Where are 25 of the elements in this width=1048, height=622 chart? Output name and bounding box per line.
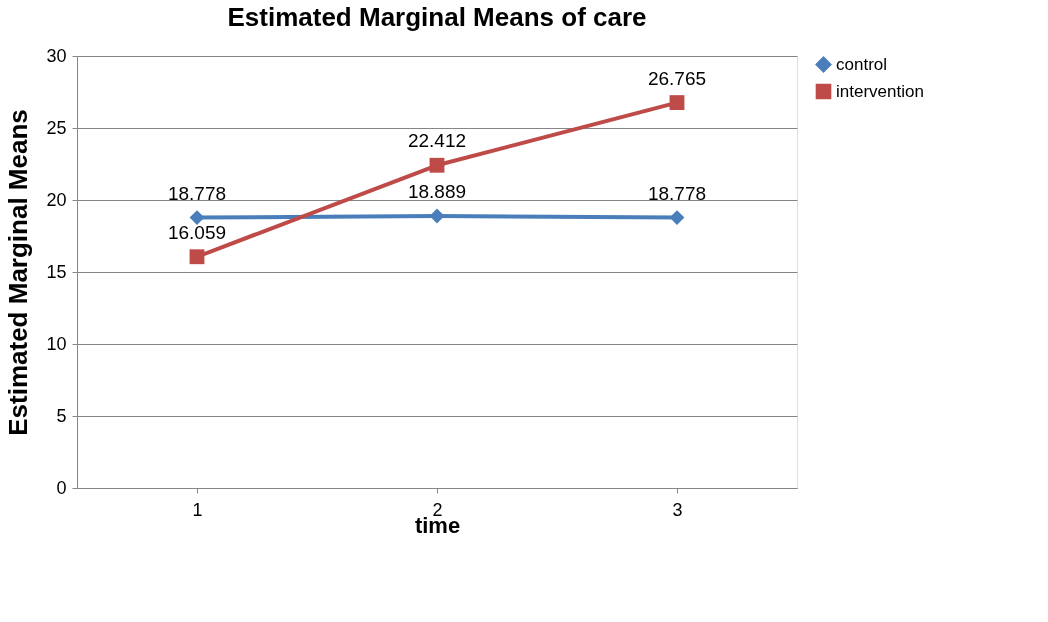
data-label: 22.412 xyxy=(407,130,467,152)
data-label: 18.778 xyxy=(167,182,227,204)
data-label: 18.778 xyxy=(647,182,707,204)
point xyxy=(429,157,445,173)
point xyxy=(429,208,445,224)
point xyxy=(189,249,205,265)
point xyxy=(669,210,685,226)
y-tick-label: 25 xyxy=(46,117,67,138)
x-tick-label: 3 xyxy=(672,499,683,520)
point xyxy=(669,95,685,110)
y-tick-label: 20 xyxy=(46,189,67,210)
point xyxy=(189,210,205,226)
data-label: 26.765 xyxy=(647,67,707,89)
y-tick-label: 30 xyxy=(46,45,67,66)
legend-label: intervention xyxy=(836,81,924,101)
y-tick-label: 0 xyxy=(56,477,67,498)
chart-title: Estimated Marginal Means of care xyxy=(227,2,647,32)
x-tick-label: 1 xyxy=(192,499,203,520)
data-label: 16.059 xyxy=(167,221,227,243)
y-tick-label: 15 xyxy=(46,261,67,282)
data-label: 18.889 xyxy=(407,181,467,202)
legend-label: control xyxy=(836,54,888,74)
y-axis-title: Estimated Marginal Means xyxy=(3,109,34,436)
y-tick-label: 10 xyxy=(46,333,67,354)
y-tick-label: 5 xyxy=(56,405,67,426)
